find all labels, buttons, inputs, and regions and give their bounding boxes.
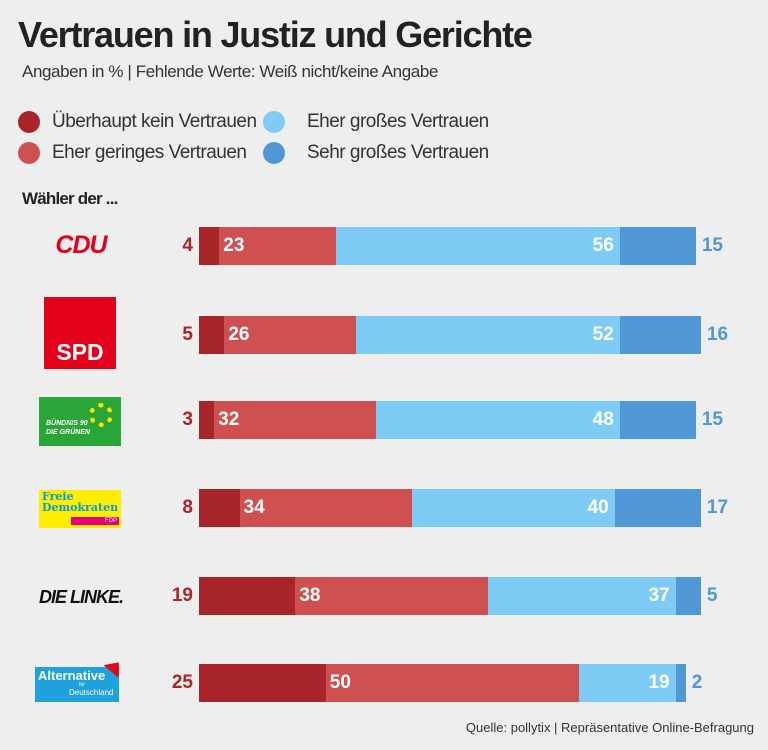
data-label: 4: [182, 235, 193, 256]
bar-segment-very-high-trust: [619, 401, 696, 439]
legend-swatch: [263, 142, 285, 164]
data-label: 56: [592, 235, 614, 256]
bar-segment-no-trust: [199, 316, 225, 354]
source-note: Quelle: pollytix | Repräsentative Online…: [465, 720, 754, 735]
bar-segment-very-high-trust: [675, 664, 686, 702]
bar-segment-low-trust: [325, 664, 580, 702]
bar-segment-low-trust: [224, 316, 357, 354]
data-label: 19: [171, 585, 193, 606]
data-label: 17: [706, 497, 729, 518]
spd-logo: SPD: [44, 297, 116, 369]
linke-logo: DIE LINKE.: [38, 586, 124, 607]
legend-swatch: [263, 111, 285, 133]
afd-logo-line1: Alternative: [38, 668, 106, 683]
bar-segment-very-high-trust: [614, 489, 701, 527]
data-label: 3: [182, 409, 193, 430]
bar-segment-no-trust: [199, 577, 296, 615]
data-label: 52: [592, 324, 614, 345]
gruene-logo-line1: BÜNDNIS 90: [46, 419, 88, 427]
data-label: 15: [701, 409, 723, 430]
legend-item: Sehr großes Vertrauen: [263, 142, 489, 164]
bar-segment-very-high-trust: [619, 316, 701, 354]
data-label: 5: [182, 324, 193, 345]
data-label: 19: [648, 672, 670, 693]
legend-item: Eher geringes Vertrauen: [18, 142, 247, 164]
data-label: 38: [299, 585, 321, 606]
data-label: 50: [329, 672, 351, 693]
fdp-logo-line1: Freie: [42, 490, 74, 503]
fdp-logo: Freie Demokraten FDP: [39, 490, 121, 528]
chart-title: Vertrauen in Justiz und Gerichte: [18, 14, 533, 55]
data-label: 40: [587, 497, 609, 518]
data-label: 37: [648, 585, 670, 606]
legend-item: Eher großes Vertrauen: [263, 111, 489, 133]
legend-label: Sehr großes Vertrauen: [307, 142, 489, 163]
legend-swatch: [18, 142, 40, 164]
data-label: 5: [706, 585, 718, 606]
data-label: 34: [243, 497, 265, 518]
data-label: 15: [701, 235, 723, 256]
bar-segment-low-trust: [295, 577, 488, 615]
bar-segment-no-trust: [199, 489, 240, 527]
data-label: 2: [691, 672, 703, 693]
bar-segment-no-trust: [199, 227, 220, 265]
cdu-logo: CDU: [55, 230, 107, 259]
sunflower-icon: [89, 403, 113, 427]
data-label: 23: [223, 235, 245, 256]
bar-segment-low-trust: [214, 401, 377, 439]
data-label: 8: [182, 497, 193, 518]
bar-segment-high-trust: [335, 227, 620, 265]
bar-segment-low-trust: [219, 227, 336, 265]
bar-segment-very-high-trust: [675, 577, 701, 615]
fdp-logo-line2: Demokraten: [42, 501, 119, 514]
gruene-logo-line2: DIE GRÜNEN: [46, 428, 90, 436]
data-label: 32: [218, 409, 240, 430]
bar-segment-high-trust: [579, 664, 676, 702]
bar-segment-high-trust: [411, 489, 615, 527]
afd-logo: Alternative für Deutschland: [35, 655, 127, 702]
data-label: 48: [592, 409, 614, 430]
chart-subtitle: Angaben in % | Fehlende Werte: Weiß nich…: [22, 62, 438, 81]
legend-swatch: [18, 111, 40, 133]
legend-label: Eher großes Vertrauen: [307, 111, 489, 132]
legend-label: Überhaupt kein Vertrauen: [52, 111, 257, 132]
bar-segment-no-trust: [199, 664, 326, 702]
spd-logo-text: SPD: [56, 339, 104, 365]
data-label: 25: [171, 672, 193, 693]
legend-item: Überhaupt kein Vertrauen: [18, 111, 257, 133]
data-label: 26: [228, 324, 250, 345]
legend-label: Eher geringes Vertrauen: [52, 142, 247, 163]
bar-segment-no-trust: [199, 401, 215, 439]
bar-segment-very-high-trust: [619, 227, 696, 265]
bar-segment-high-trust: [356, 316, 620, 354]
fdp-logo-badge: FDP: [71, 517, 119, 525]
data-label: 16: [706, 324, 729, 345]
bar-segment-high-trust: [376, 401, 620, 439]
bar-segment-low-trust: [239, 489, 412, 527]
afd-logo-line3: Deutschland: [69, 688, 114, 697]
group-label: Wähler der ...: [22, 189, 118, 208]
bar-segment-high-trust: [487, 577, 676, 615]
afd-logo-line2: für: [79, 682, 85, 688]
gruene-logo: BÜNDNIS 90 DIE GRÜNEN: [39, 397, 121, 446]
